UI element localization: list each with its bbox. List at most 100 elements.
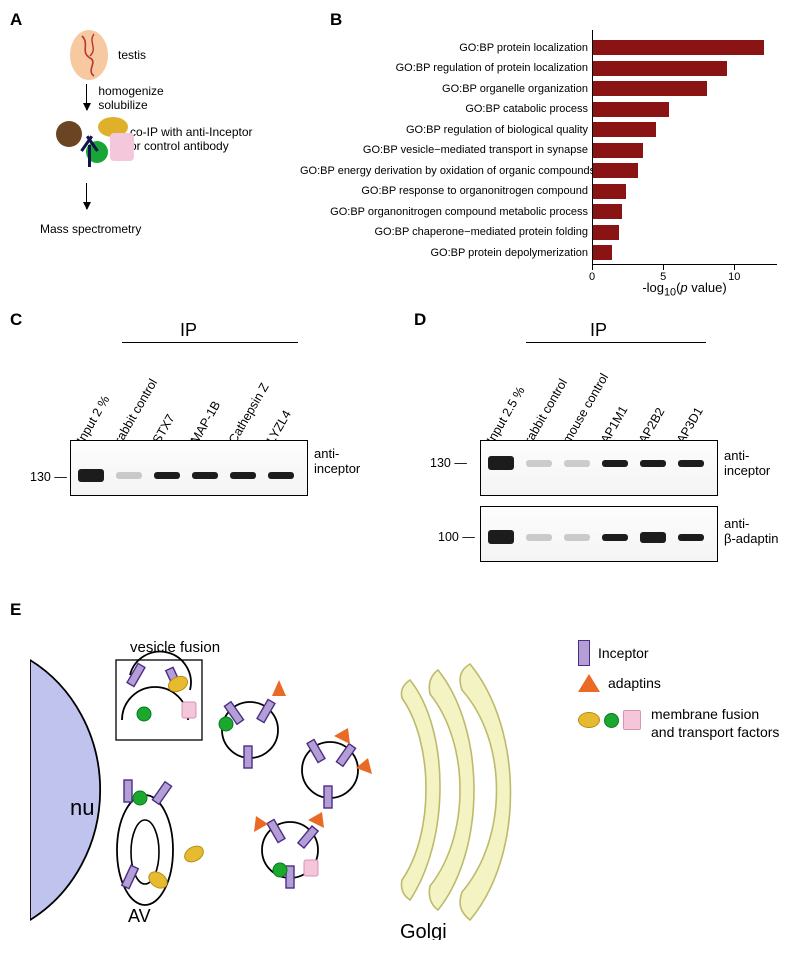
lane-label: MAP-1B (188, 399, 223, 446)
av-label: AV (128, 906, 151, 926)
golgi-icon (401, 664, 510, 920)
side-label-d2: anti- β-adaptin (724, 516, 778, 546)
chart-y-axis (592, 30, 593, 264)
chart-row: GO:BP chaperone−mediated protein folding (300, 223, 780, 242)
mem-yellow-legend-icon (578, 712, 600, 728)
band-icon (192, 472, 218, 479)
antibody-stem-icon (88, 145, 91, 167)
panel-c-label: C (10, 310, 22, 330)
band-icon (564, 460, 590, 467)
testis-label: testis (118, 48, 146, 62)
figure-root: A testis homogenize solubilize co-IP wit… (10, 10, 799, 970)
legend-inceptor: Inceptor (578, 640, 649, 666)
chart-row: GO:BP protein depolymerization (300, 243, 780, 262)
lane-label: Input 2.5 % (484, 384, 528, 446)
ip-line-c (122, 342, 298, 343)
chart-row: GO:BP organelle organization (300, 79, 780, 98)
legend-membrane: membrane fusion and transport factors (578, 706, 779, 741)
panel-b-chart: GO:BP protein localization GO:BP regulati… (300, 20, 790, 300)
band-icon (678, 534, 704, 541)
golgi-label: Golgi (400, 921, 447, 940)
band-icon (78, 469, 104, 482)
band-icon (564, 534, 590, 541)
chart-row-label: GO:BP response to organonitrogen compoun… (300, 185, 592, 197)
ip-line-d (526, 342, 706, 343)
inceptor-legend-icon (578, 640, 590, 666)
chart-bar (592, 122, 656, 137)
chart-row: GO:BP catabolic process (300, 100, 780, 119)
band-icon (602, 534, 628, 541)
size-marker-d2: 100 — (438, 530, 475, 544)
brown-circle-icon (56, 121, 82, 147)
chart-row-label: GO:BP organelle organization (300, 83, 592, 95)
chart-bar (592, 143, 643, 158)
testis-icon (70, 30, 108, 80)
coip-complex-icon (50, 119, 150, 179)
chart-row-label: GO:BP chaperone−mediated protein folding (300, 226, 592, 238)
chart-row-label: GO:BP protein localization (300, 42, 592, 54)
chart-x-label: -log10(p value) (592, 280, 777, 299)
chart-row-label: GO:BP catabolic process (300, 103, 592, 115)
chart-row: GO:BP regulation of biological quality (300, 120, 780, 139)
panel-c: IP Input 2 %rabbit controlSTX7MAP-1BCath… (30, 320, 390, 520)
band-icon (116, 472, 142, 479)
panel-d: IP Input 2.5 %rabbit controlmouse contro… (430, 320, 790, 580)
adaptin-legend-icon (578, 674, 600, 692)
band-icon (640, 460, 666, 467)
band-icon (678, 460, 704, 467)
ip-title-c: IP (180, 320, 197, 341)
nucleus-icon (30, 660, 100, 920)
mem-green-legend-icon (604, 713, 619, 728)
panel-d-label: D (414, 310, 426, 330)
step3-text: Mass spectrometry (40, 222, 270, 236)
chart-row: GO:BP regulation of protein localization (300, 59, 780, 78)
chart-bar (592, 184, 626, 199)
chart-bar (592, 163, 638, 178)
band-icon (154, 472, 180, 479)
panel-e-label: E (10, 600, 21, 620)
band-icon (488, 530, 514, 544)
legend-inceptor-label: Inceptor (598, 645, 649, 661)
chart-row: GO:BP organonitrogen compound metabolic … (300, 202, 780, 221)
step2-text: co-IP with anti-Inceptor or control anti… (130, 125, 270, 153)
chart-row-label: GO:BP energy derivation by oxidation of … (300, 165, 592, 177)
chart-bar (592, 40, 764, 55)
pink-square-icon (110, 133, 134, 161)
band-icon (640, 532, 666, 543)
side-label-d1: anti- inceptor (724, 448, 770, 478)
panel-a: testis homogenize solubilize co-IP with … (30, 30, 270, 236)
chart-x-axis: 0510 (592, 264, 777, 265)
step1-text: homogenize solubilize (98, 84, 163, 112)
chart-row-label: GO:BP regulation of protein localization (300, 62, 592, 74)
chart-bar (592, 102, 669, 117)
chart-row: GO:BP response to organonitrogen compoun… (300, 182, 780, 201)
band-icon (602, 460, 628, 467)
band-icon (230, 472, 256, 479)
legend-membrane-label: membrane fusion and transport factors (651, 706, 779, 741)
chart-bar (592, 245, 612, 260)
chart-bar (592, 204, 622, 219)
chart-bar (592, 225, 619, 240)
chart-row-label: GO:BP regulation of biological quality (300, 124, 592, 136)
lane-label: Input 2 % (74, 393, 113, 446)
ip-title-d: IP (590, 320, 607, 341)
band-icon (488, 456, 514, 470)
chart-row: GO:BP energy derivation by oxidation of … (300, 161, 780, 180)
chart-row: GO:BP protein localization (300, 38, 780, 57)
blot-d1 (480, 440, 718, 496)
arrow-2 (86, 183, 270, 212)
chart-bar (592, 61, 727, 76)
blot-c (70, 440, 308, 496)
chart-row-label: GO:BP vesicle−mediated transport in syna… (300, 144, 592, 156)
panel-e: nu AV vesicle fusion Golgi (30, 610, 790, 950)
panel-a-label: A (10, 10, 22, 30)
arrow-1: homogenize solubilize (86, 84, 270, 113)
chart-bar (592, 81, 707, 96)
vesicle-fusion-label: vesicle fusion (130, 639, 220, 656)
band-icon (526, 460, 552, 467)
side-label-c: anti- inceptor (314, 446, 360, 476)
band-icon (268, 472, 294, 479)
legend-adaptins-label: adaptins (608, 675, 661, 691)
nu-label: nu (70, 795, 94, 820)
legend-adaptins: adaptins (578, 674, 661, 692)
